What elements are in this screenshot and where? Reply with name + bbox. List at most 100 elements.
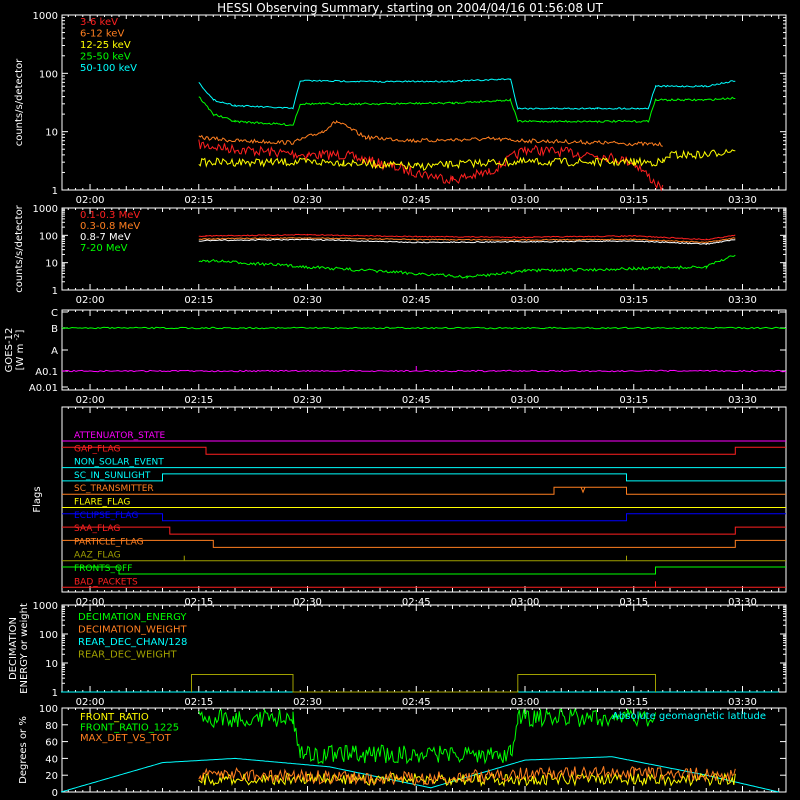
flag-line-sc_transmitter [62,486,786,495]
flag-label: ATTENUATOR_STATE [74,431,166,441]
panel-count_rates_high: 02:00 02:15 02:30 02:45 03:00 03:15 03:30 1 10 10… [14,204,787,306]
legend-entry: 50-100 keV [80,63,137,74]
time-tick-label: 03:30 [728,195,757,206]
legend-entry: DECIMATION_WEIGHT [78,625,187,636]
y-tick-label: A0.01 [29,383,58,394]
time-tick-label: 03:15 [619,395,648,406]
time-tick-label: 02:30 [293,395,322,406]
legend-entry: DECIMATION_ENERGY [78,612,187,623]
panel-decimation: 02:00 02:15 02:30 02:45 03:00 03:15 03:30 1 10 10… [8,601,787,708]
time-tick-label: 02:45 [402,295,431,306]
flag-line-saa_flag [62,526,786,535]
time-tick-label: 03:00 [511,697,540,708]
y-axis-label: Flags [32,486,43,512]
flag-label: SAA_FLAG [74,524,120,534]
time-tick-label: 02:15 [184,395,213,406]
panel-flags: 02:00 02:15 02:30 02:45 03:00 03:15 03:30 Flags… [32,406,787,608]
series-line-FRONT_RATIO [198,772,736,788]
time-tick-label: 02:00 [76,295,105,306]
panel-count_rates_low: 02:00 02:15 02:30 02:45 03:00 03:15 03:30 1 10 10… [14,11,787,206]
y-tick-label: 10 [45,259,58,270]
legend-entry: 0.1-0.3 MeV [80,210,140,221]
flag-line-gap_flag [62,446,786,455]
time-tick-label: 02:30 [293,597,322,608]
time-tick-label: 03:15 [619,195,648,206]
flag-label: GAP_FLAG [74,444,120,454]
annotation-label: Absolute geomagnetic latitude [612,711,766,722]
y-axis-label: Degrees or % [18,716,29,784]
panel-goes: 02:00 02:15 02:30 02:45 03:00 03:15 03:30 A0.01… [4,308,787,406]
y-axis-label: counts/s/detector [14,58,25,146]
panel-frame [61,309,787,391]
flag-label: BAD_PACKETS [74,577,138,587]
time-tick-label: 02:30 [293,697,322,708]
time-tick-label: 03:30 [728,597,757,608]
series-line-Absolute-geomagnetic-latitude [60,756,779,793]
y-tick-label: 1000 [33,204,58,215]
legend-entry: FRONT_RATIO [80,712,149,723]
time-tick-label: 02:00 [76,195,105,206]
flag-label: NON_SOLAR_EVENT [74,458,164,468]
panel-frame [61,406,787,593]
flag-label: ECLIPSE_FLAG [74,511,138,521]
time-tick-label: 03:00 [511,597,540,608]
time-tick-label: 02:00 [76,697,105,708]
legend-entry: 7-20 MeV [80,243,128,254]
time-tick-label: 03:15 [619,697,648,708]
legend-entry: 3-6 keV [80,17,118,28]
flag-line-particle_flag [62,539,786,548]
flag-label: PARTICLE_FLAG [74,537,144,547]
legend-entry: FRONT_RATIO_1225 [80,723,179,734]
y-axis-label: counts/s/detector [14,204,25,292]
time-tick-label: 02:45 [402,195,431,206]
series-line-6-12-keV [198,120,663,147]
time-tick-label: 03:30 [728,395,757,406]
time-tick-label: 03:30 [728,697,757,708]
flag-label: SC_IN_SUNLIGHT [74,471,151,481]
figure-title: HESSI Observing Summary, starting on 200… [217,1,603,15]
series-line-0-8-7-MeV [198,238,736,246]
y-tick-label: 10 [45,659,58,670]
time-tick-label: 02:30 [293,295,322,306]
flag-line-eclipse_flag [62,513,786,522]
flag-line-sc_in_sunlight [62,473,786,482]
time-tick-label: 03:00 [511,195,540,206]
time-tick-label: 03:15 [619,597,648,608]
flag-label: SC_TRANSMITTER [74,484,154,494]
y-axis-label: GOES-12 [4,328,15,373]
y-tick-label: 20 [45,771,58,782]
series-line-3-6-keV [198,139,664,192]
time-tick-label: 02:45 [402,597,431,608]
y-tick-label: 0 [52,788,58,799]
series-line-50-100-keV [198,78,736,110]
time-tick-label: 03:00 [511,395,540,406]
legend-entry: 0.8-7 MeV [80,232,131,243]
series-line-FRONT_RATIO_1225 [198,707,656,765]
y-tick-label: 100 [39,630,58,641]
series-line-GOES-low [61,369,787,373]
time-tick-label: 02:45 [402,697,431,708]
panel-frame [61,14,787,191]
series-line-REAR_DEC_WEIGHT [191,674,656,693]
y-axis-label: [W m -2] [13,330,26,371]
flag-label: AAZ_FLAG [74,551,121,561]
series-line-GOES-high [61,326,787,330]
series-line-12-25-keV [198,148,736,171]
y-tick-label: 60 [45,738,58,749]
time-tick-label: 03:30 [728,295,757,306]
panels: 02:00 02:15 02:30 02:45 03:00 03:15 03:3011010… [4,11,787,799]
legend-entry: REAR_DEC_CHAN/128 [78,637,187,648]
legend-entry: REAR_DEC_WEIGHT [78,650,177,661]
flag-glitch [580,487,586,494]
y-tick-label: 1000 [33,11,58,22]
y-tick-label: 100 [39,231,58,242]
series-line-0-1-0-3-MeV [198,233,736,241]
legend-entry: 6-12 keV [80,29,124,40]
legend-entry: 25-50 keV [80,52,131,63]
y-tick-label: C [51,308,58,319]
y-tick-label: 100 [39,704,58,715]
time-tick-label: 02:00 [76,395,105,406]
series-line-0-3-0-8-MeV [198,237,736,244]
legend-entry: 12-25 keV [80,40,131,51]
